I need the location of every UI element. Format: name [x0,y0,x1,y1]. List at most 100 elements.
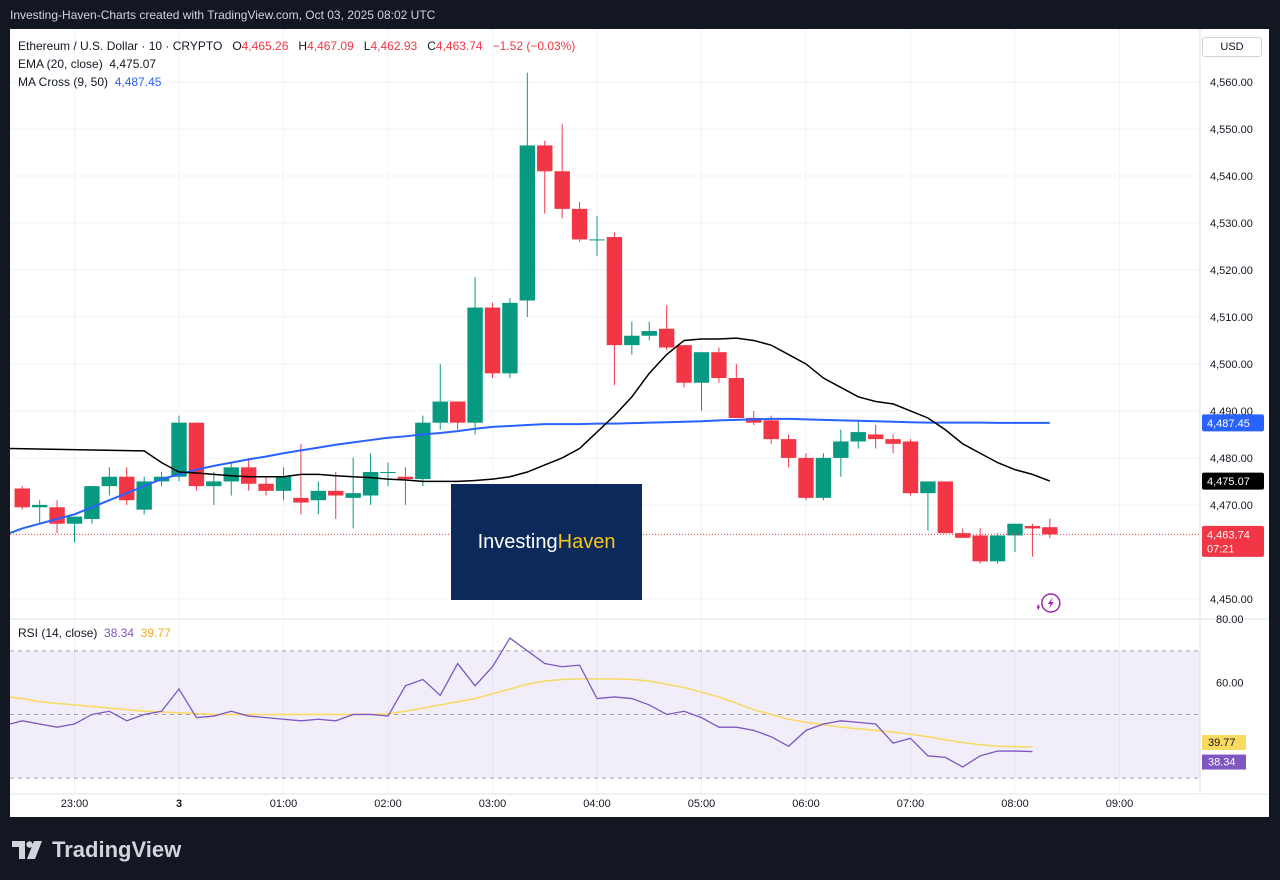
chart-frame[interactable]: 4,560.00 4,550.00 4,540.00 4,530.00 4,520.00… [10,29,1269,817]
current-price-tag [1202,525,1264,557]
candle-down [780,439,797,458]
rsi-ma-tag-text: 39.77 [1208,737,1236,749]
candle-up [31,504,48,508]
investinghaven-watermark: Investing Haven [451,484,642,600]
price-tick-label: 4,540.00 [1210,171,1253,183]
candle-up [275,476,292,491]
chart-header: Investing-Haven-Charts created with Trad… [10,8,436,22]
chart-svg[interactable]: 4,560.00 4,550.00 4,540.00 4,530.00 4,520.00… [10,29,1269,817]
candle-down [258,483,274,491]
candle-down [293,497,309,503]
price-tick-label: 4,480.00 [1210,453,1253,465]
open-label: O [232,39,242,53]
candle-up [624,335,640,346]
candle-down [1042,527,1058,535]
price-tick-label: 4,560.00 [1210,77,1253,89]
rsi-line [10,637,1033,768]
change-value: −1.52 (−0.03%) [492,39,576,53]
rsi-legend[interactable]: RSI (14, close) 38.34 39.77 [18,626,171,640]
time-tick-label: 05:00 [688,798,716,810]
candle-down [711,352,727,379]
candle-down [537,145,553,172]
ma-price-tag [1202,414,1264,432]
candle-down [449,401,466,423]
price-tick-label: 4,450.00 [1210,594,1253,606]
close-label: C [427,39,436,53]
candle-up [310,490,327,501]
tradingview-logo-icon [12,841,42,859]
candle-up [345,493,361,498]
time-tick-label: 03:00 [479,798,507,810]
candle-up [850,432,866,442]
candle-up [467,307,483,423]
candle-down [972,535,988,562]
watermark-investing: Investing [477,530,558,553]
candle-up [920,481,936,494]
high-label: H [298,39,308,53]
rsi-tag-text: 38.34 [1208,757,1236,769]
rsi-ma-line [10,678,1033,748]
candle-down [240,467,257,484]
high-value: 4,467.09 [307,39,354,53]
footer: TradingView [0,817,1280,880]
candle-up [502,302,518,374]
watermark-haven: Haven [557,530,616,553]
rsi-label: RSI (14, close) [18,626,98,640]
ma-row[interactable]: MA Cross (9, 50) 4,487.45 [18,73,575,91]
price-tick-label: 4,500.00 [1210,359,1253,371]
candle-down [397,476,414,480]
time-tick-label: 23:00 [61,798,89,810]
time-tick-label: 06:00 [792,798,820,810]
candle-down [728,378,745,418]
candle-up [101,476,118,487]
candle-up [693,352,710,383]
candle-down [484,307,501,374]
ma-price-tag-text: 4,487.45 [1207,418,1250,430]
symbol-row[interactable]: Ethereum / U.S. Dollar · 10 · CRYPTO O 4,… [18,37,575,55]
rsi-tag [1202,754,1246,770]
ema-row[interactable]: EMA (20, close) 4,475.07 [18,55,575,73]
candle-up [84,486,100,520]
close-value: 4,463.74 [435,39,483,53]
time-tick-label: 07:00 [897,798,925,810]
candle-up [380,472,396,474]
ema-label: EMA (20, close) [18,57,103,71]
candle-up [362,472,379,496]
time-tick-label: 01:00 [270,798,298,810]
price-tick-label: 4,470.00 [1210,500,1253,512]
candle-down [937,481,954,534]
tradingview-wordmark: TradingView [52,837,182,862]
low-value: 4,462.93 [370,39,418,53]
candle-down [885,439,901,444]
sparkle-icon [1036,604,1040,610]
ema-value: 4,475.07 [109,57,157,71]
candle-up [223,467,239,482]
candle-up [206,481,222,487]
flash-icon [1041,593,1061,613]
rsi-tick-label: 60.00 [1216,678,1244,690]
ma-value: 4,487.45 [114,75,162,89]
ma-label: MA Cross (9, 50) [18,75,109,89]
rsi-tick-label: 80.00 [1216,614,1244,626]
candle-up [641,331,657,336]
candle-down [867,434,884,440]
price-tick-label: 4,520.00 [1210,265,1253,277]
rsi-value: 38.34 [104,626,135,640]
candle-down [14,488,30,508]
candle-up [66,516,83,524]
price-tick-label: 4,510.00 [1210,312,1253,324]
tradingview-logo[interactable]: TradingView [12,837,181,863]
candle-down [1024,526,1041,529]
candle-down [328,490,344,496]
symbol-name: Ethereum / U.S. Dollar · 10 · CRYPTO [18,39,223,53]
ema-price-tag [1202,472,1264,490]
current-price-tag-text: 4,463.74 [1207,529,1250,541]
candle-up [833,441,849,458]
candle-up [415,422,431,480]
candle-down [119,476,135,501]
currency-button[interactable]: USD [1202,37,1262,57]
time-tick-label: 02:00 [374,798,402,810]
candle-up [989,535,1006,562]
ema-line [10,337,1051,483]
candle-up [1007,523,1023,536]
